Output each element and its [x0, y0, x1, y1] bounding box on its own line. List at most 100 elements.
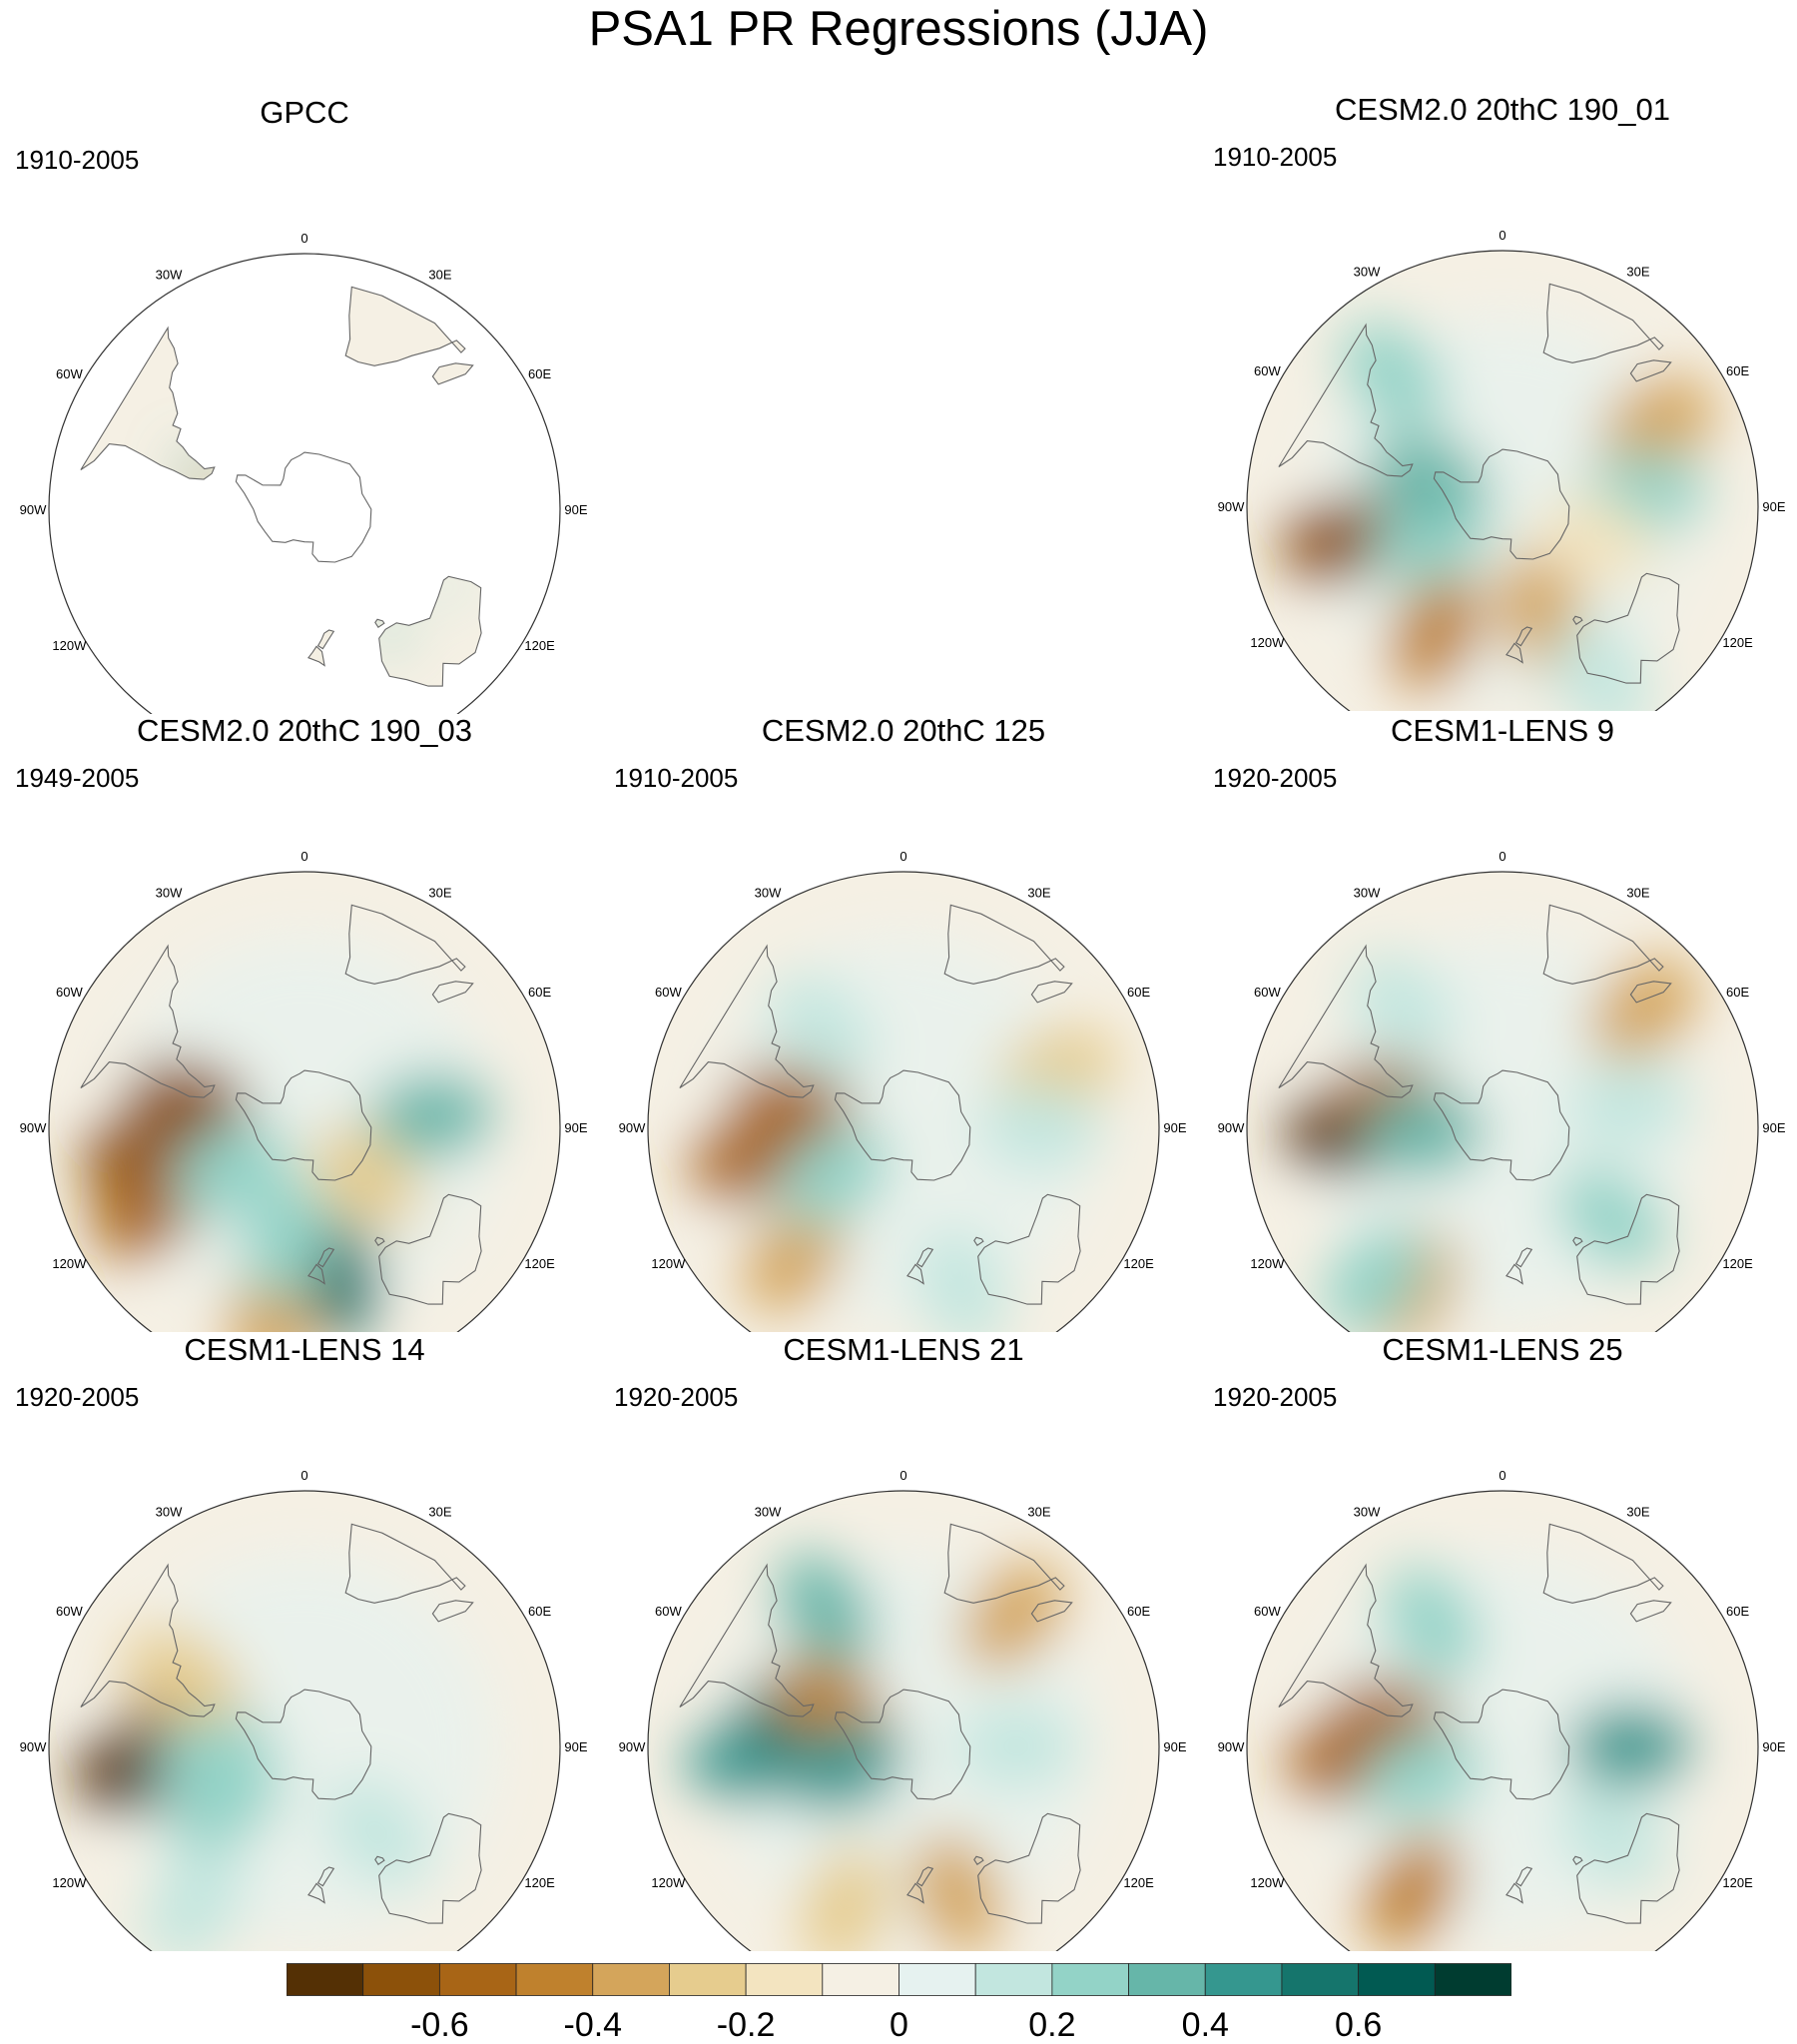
coastline-nzs [1514, 626, 1533, 647]
figure-title: PSA1 PR Regressions (JJA) [588, 2, 1209, 56]
coastlines [1278, 283, 1680, 684]
coastline-africa [1542, 283, 1664, 363]
longitude-label: 60W [1254, 985, 1281, 1000]
longitude-label: 90W [1218, 1739, 1245, 1754]
panel-period: 1920-2005 [1213, 763, 1338, 793]
coastline-antarctica [235, 1689, 372, 1800]
colorbar-box [898, 1963, 976, 1996]
longitude-label: 120E [1123, 1256, 1154, 1271]
coastline-nzn [1505, 1263, 1523, 1285]
coastline-australia [378, 575, 482, 687]
coastline-australia [977, 1193, 1081, 1305]
regression-feature [730, 1064, 854, 1150]
longitude-label: 120E [1123, 1875, 1154, 1890]
longitude-label: 60W [1254, 1604, 1281, 1619]
coastline-samerica [80, 1563, 216, 1717]
longitude-label: 30W [755, 885, 782, 900]
panel-title: CESM2.0 20thC 125 [761, 713, 1046, 748]
longitude-label: 30W [156, 885, 183, 900]
map-border [1246, 250, 1759, 711]
longitude-label: 90W [1218, 499, 1245, 514]
map-background [49, 254, 560, 714]
coastline-tasmania [1572, 615, 1583, 625]
map-panel-cesm2-190-01: 030E60E90E120E150E180150W120W90W60W30W C… [1203, 92, 1797, 711]
longitude-label: 0 [1498, 1468, 1505, 1483]
colorbar-label: -0.2 [716, 2006, 776, 2044]
longitude-label: 120W [1250, 1256, 1285, 1271]
longitude-label: 0 [300, 1468, 307, 1483]
longitude-label: 120W [651, 1875, 686, 1890]
coastline-antarctica [834, 1689, 971, 1800]
panel-title: CESM2.0 20thC 190_03 [136, 713, 473, 748]
longitude-label: 90E [1163, 1120, 1186, 1135]
regression-feature [1364, 1833, 1462, 1948]
longitude-label: 30W [755, 1504, 782, 1519]
longitude-label: 60E [1127, 985, 1150, 1000]
panel-title: CESM1-LENS 21 [783, 1332, 1024, 1367]
coastline-nzn [906, 1882, 924, 1904]
longitude-label: 120E [524, 638, 555, 653]
longitude-label: 90E [1762, 1739, 1785, 1754]
longitude-label: 60E [528, 366, 551, 381]
coastline-samerica [1278, 944, 1414, 1098]
longitude-label: 30E [1626, 1504, 1649, 1519]
coastline-samerica [679, 1563, 815, 1717]
longitude-label: 90W [20, 1739, 47, 1754]
coastline-africa [943, 904, 1065, 985]
coastline-africa [344, 286, 466, 366]
panel-period: 1920-2005 [15, 1382, 140, 1412]
longitude-label: 30W [1354, 885, 1381, 900]
regression-feature [1362, 1730, 1483, 1820]
coastlines [80, 286, 482, 687]
regression-feature [977, 1085, 1102, 1169]
panel-period: 1949-2005 [15, 763, 140, 793]
longitude-label: 60W [56, 366, 83, 381]
longitude-label: 0 [899, 849, 906, 864]
coastline-antarctica [1433, 1069, 1570, 1181]
panel-title: CESM1-LENS 25 [1382, 1332, 1623, 1367]
longitude-label: 90E [1762, 1120, 1785, 1135]
longitude-label: 60E [1726, 363, 1749, 378]
polar-map: 030E60E90E120E150E180150W120W90W60W30W [1218, 849, 1786, 1332]
coastline-africa [943, 1523, 1065, 1604]
colorbar-box [1358, 1963, 1436, 1996]
coastline-nzn [307, 645, 325, 667]
longitude-label: 120W [52, 1256, 87, 1271]
coastline-nzn [1505, 1882, 1523, 1904]
longitude-label: 60E [1127, 1604, 1150, 1619]
regression-feature [1553, 620, 1650, 711]
coastlines [679, 904, 1081, 1305]
longitude-label: 90E [564, 502, 587, 517]
coastline-samerica [1278, 1563, 1414, 1717]
longitude-label: 90W [20, 1120, 47, 1135]
coastline-nzs [316, 1247, 335, 1268]
polar-map: 030E60E90E120E150E180150W120W90W60W30W [1218, 1468, 1786, 1951]
map-border [48, 253, 561, 714]
colorbar-label: 0.4 [1181, 2006, 1229, 2044]
coastline-nzs [1514, 1247, 1533, 1268]
map-panel-cesm2-125: 030E60E90E120E150E180150W120W90W60W30W C… [604, 713, 1203, 1332]
colorbar-box [438, 1963, 517, 1996]
longitude-label: 90W [20, 502, 47, 517]
longitude-label: 0 [300, 849, 307, 864]
coastline-madagascar [431, 362, 474, 385]
regression-feature [167, 1753, 280, 1853]
coastlines [1278, 1523, 1680, 1924]
longitude-label: 60E [528, 985, 551, 1000]
map-panel-gpcc: 030E60E90E120E150E180150W120W90W60W30W G… [5, 95, 604, 714]
regression-feature [310, 1126, 420, 1230]
longitude-label: 120W [52, 638, 87, 653]
longitude-label: 30E [1027, 1504, 1050, 1519]
map-border [647, 871, 1160, 1332]
longitude-label: 120E [524, 1256, 555, 1271]
longitude-label: 30E [1626, 264, 1649, 279]
regression-feature [1342, 321, 1445, 430]
coastline-madagascar [431, 1600, 474, 1623]
regression-feature [124, 1628, 240, 1723]
polar-map: 030E60E90E120E150E180150W120W90W60W30W [619, 1468, 1187, 1951]
coastline-tasmania [374, 1236, 385, 1246]
panel-title: CESM1-LENS 14 [184, 1332, 425, 1367]
panel-period: 1910-2005 [15, 145, 140, 175]
coastline-australia [378, 1812, 482, 1924]
colorbar-box [362, 1963, 440, 1996]
